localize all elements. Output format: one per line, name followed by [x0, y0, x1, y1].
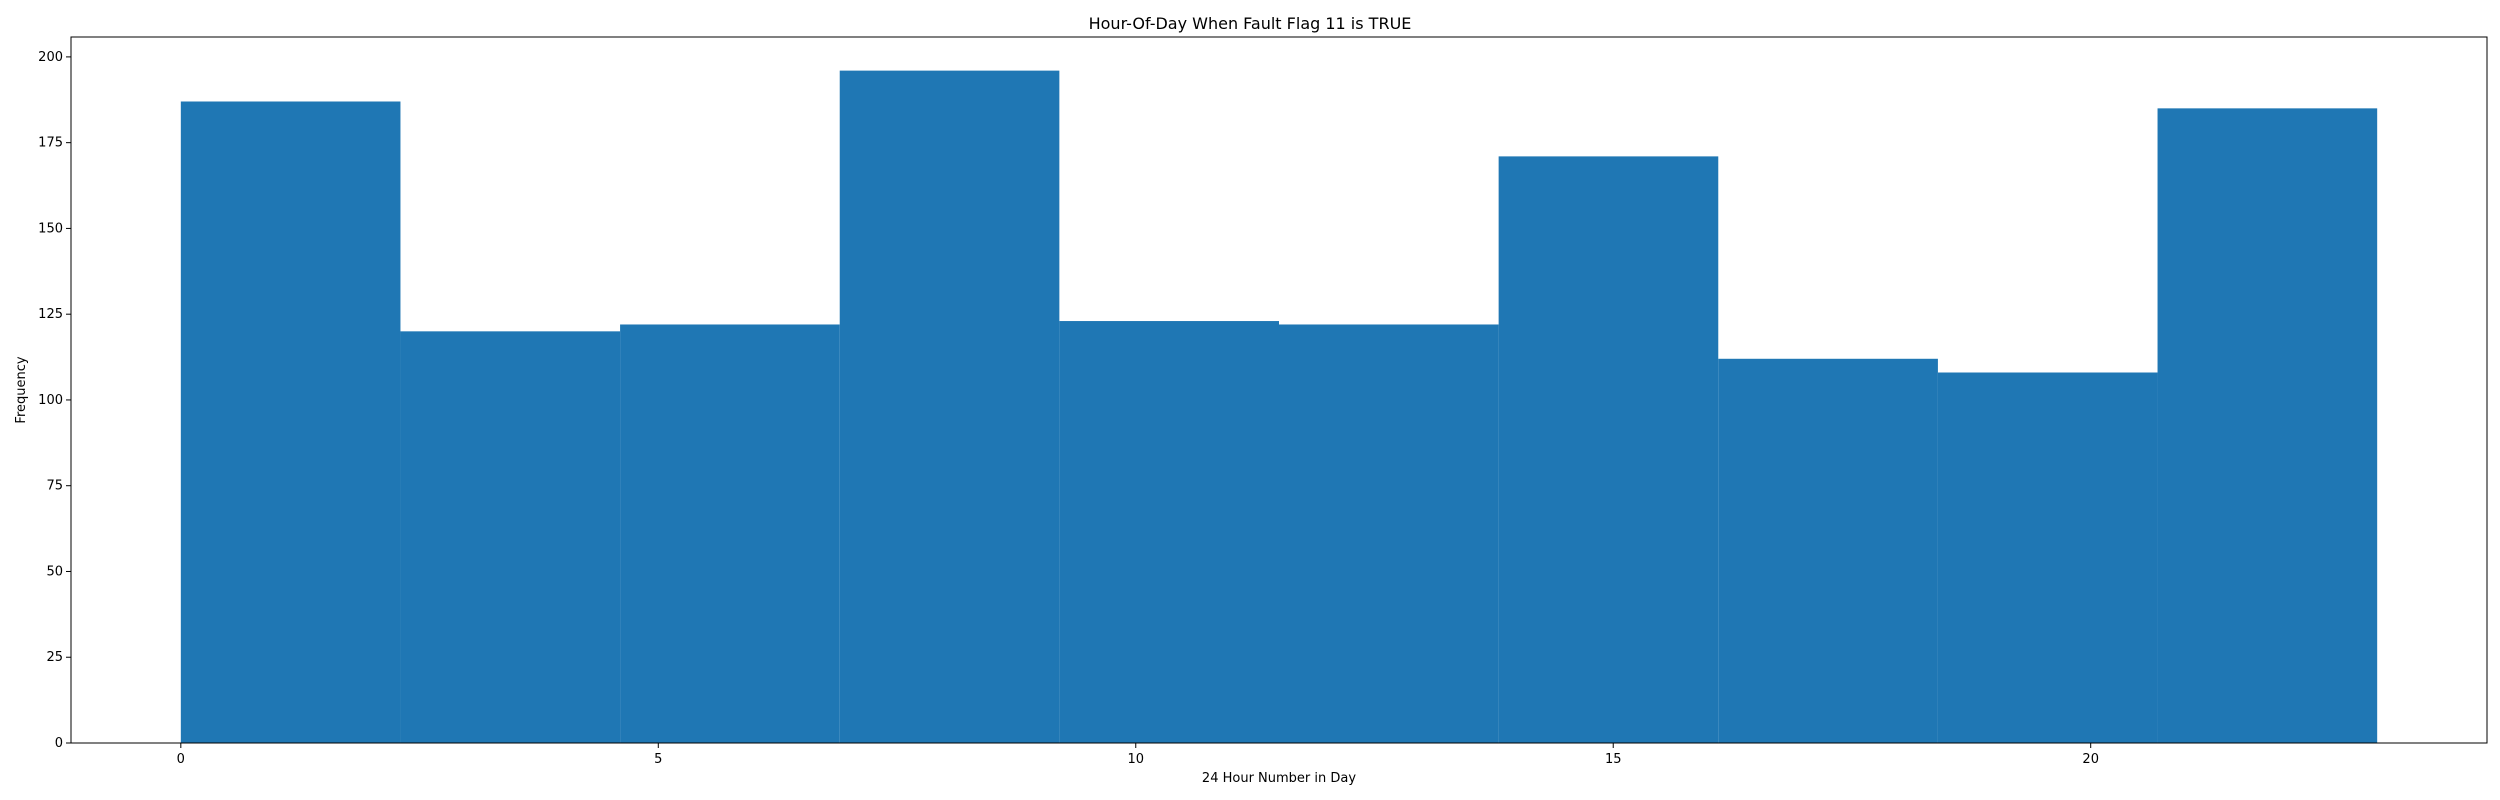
- chart-title: Hour-Of-Day When Fault Flag 11 is TRUE: [1089, 14, 1412, 33]
- y-tick-label-50: 50: [46, 564, 63, 579]
- histogram-bar-8: [1937, 372, 2158, 743]
- plot-area-frame: [70, 36, 2488, 744]
- y-tick-label-150: 150: [38, 221, 63, 236]
- y-tick-label-0: 0: [55, 736, 63, 751]
- histogram-bar-0: [180, 101, 401, 744]
- histogram-bar-6: [1498, 156, 1719, 743]
- x-axis-ticks: 0 5 10 15 20: [177, 743, 2099, 767]
- histogram-bar-9: [2157, 108, 2378, 743]
- x-axis-label: 24 Hour Number in Day: [1202, 771, 1356, 786]
- y-axis-label: Frequency: [14, 356, 29, 423]
- histogram-bar-1: [400, 331, 621, 743]
- y-axis-ticks: 0 25 50 75 100 125 150 175 200: [38, 50, 71, 751]
- x-tick-label-5: 5: [654, 752, 662, 767]
- histogram-bar-5: [1279, 324, 1499, 743]
- x-tick-label-0: 0: [177, 752, 185, 767]
- y-tick-label-100: 100: [38, 393, 63, 408]
- histogram-bar-3: [839, 70, 1060, 744]
- y-tick-label-125: 125: [38, 307, 63, 322]
- x-tick-label-20: 20: [2082, 752, 2099, 767]
- x-tick-label-10: 10: [1127, 752, 1144, 767]
- histogram-bar-2: [620, 324, 840, 743]
- y-tick-label-75: 75: [46, 479, 63, 494]
- histogram-bar-7: [1718, 358, 1938, 743]
- histogram-bar-4: [1059, 321, 1279, 743]
- histogram-bars: [180, 70, 2378, 744]
- y-tick-label-175: 175: [38, 136, 63, 151]
- x-tick-label-15: 15: [1605, 752, 1622, 767]
- y-tick-label-25: 25: [46, 650, 63, 665]
- y-tick-label-200: 200: [38, 50, 63, 65]
